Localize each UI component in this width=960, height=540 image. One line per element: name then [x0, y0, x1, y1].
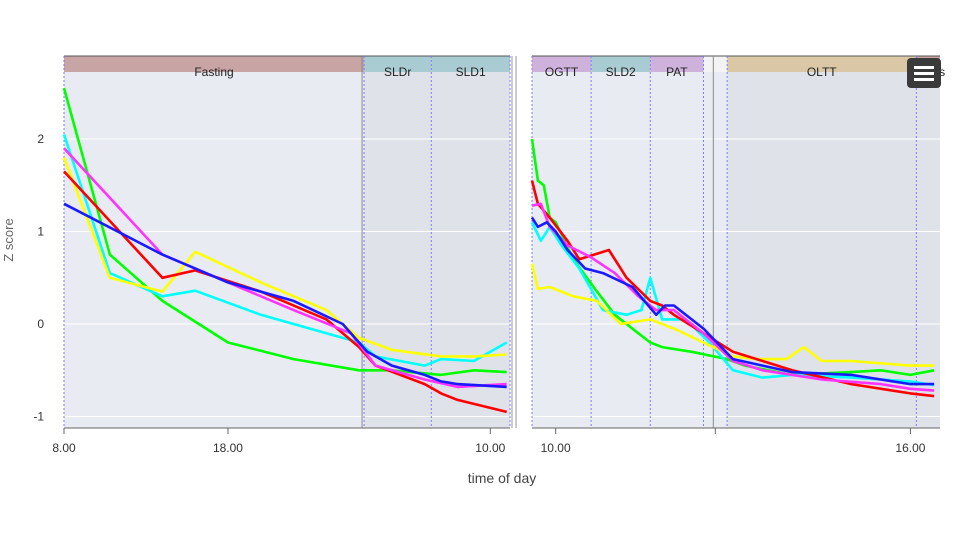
x-axis: 8.00 18.00 10.00 10.00 16.00 [52, 427, 940, 455]
phase-bar-4 [591, 56, 651, 72]
phase-label: PAT [666, 65, 688, 79]
y-tick-label: 0 [37, 317, 44, 331]
phase-shade-3 [532, 72, 592, 428]
series-lines [62, 87, 935, 414]
series-line-1 [62, 133, 508, 367]
x-tick-label: 18.00 [213, 441, 243, 455]
phase-bar-5 [650, 56, 704, 72]
series-line-2 [62, 157, 507, 358]
chart-menu-button[interactable] [907, 58, 941, 88]
x-tick-label: 16.00 [895, 441, 925, 455]
phase-bar-6 [727, 56, 917, 72]
phase-gap [703, 72, 728, 428]
y-axis-ticks: 2 1 0 -1 [33, 132, 44, 424]
menu-icon-bar [914, 66, 934, 69]
phase-bar-2 [431, 56, 510, 72]
menu-icon-bar [914, 72, 934, 75]
gridlines [64, 138, 940, 417]
y-tick-label: 2 [37, 132, 44, 146]
x-axis-title: time of day [468, 470, 536, 486]
phase-gap-bar [703, 56, 728, 72]
phase-label: SLD2 [606, 65, 636, 79]
series-line-5 [63, 202, 507, 389]
phase-shade-7 [916, 72, 940, 428]
phase-shade-1 [364, 72, 432, 428]
plot-background [64, 72, 940, 428]
series-line-2 [530, 263, 935, 367]
y-tick-label: -1 [33, 410, 44, 424]
y-axis-title: Z score [1, 218, 16, 261]
phase-label: OLTT [807, 65, 837, 79]
phase-label: SLD1 [456, 65, 486, 79]
phase-bar-0 [64, 56, 365, 72]
phase-label: SLDr [384, 65, 411, 79]
menu-icon-bar [914, 78, 934, 81]
phase-bar-3 [532, 56, 592, 72]
phase-shade-0 [64, 72, 365, 428]
x-tick-label: 10.00 [541, 441, 571, 455]
series-line-3 [63, 170, 508, 414]
phase-label: OGTT [545, 65, 579, 79]
x-tick-label: 10.00 [475, 441, 505, 455]
phase-shade-2 [431, 72, 510, 428]
phase-label: Fasting [194, 65, 233, 79]
y-tick-label: 1 [37, 225, 44, 239]
phase-shade-5 [650, 72, 704, 428]
phase-boundaries [63, 56, 917, 428]
x-tick-label: 8.00 [52, 441, 76, 455]
phase-shade-4 [591, 72, 651, 428]
series-line-5 [530, 216, 935, 386]
series-line-0 [62, 87, 507, 377]
series-line-3 [530, 180, 935, 398]
phase-bar-1 [364, 56, 432, 72]
